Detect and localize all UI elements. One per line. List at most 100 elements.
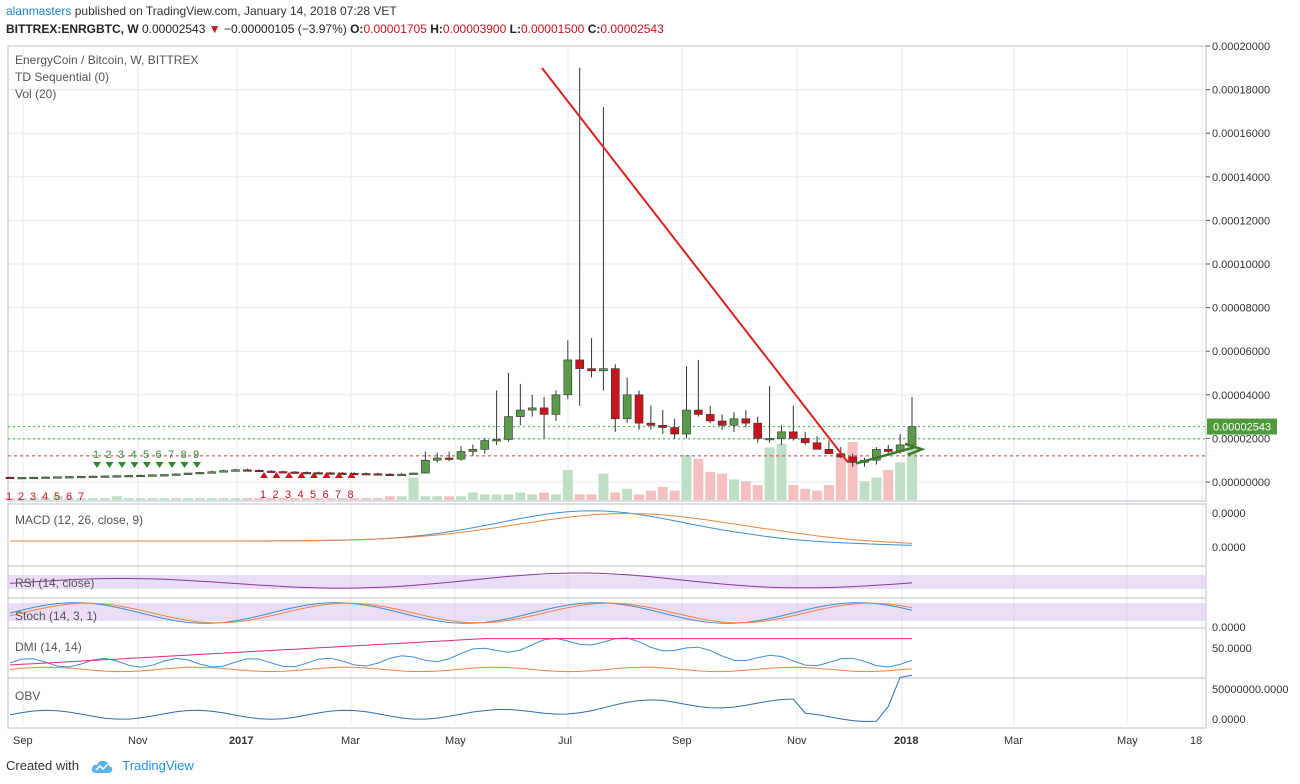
candle	[539, 396, 549, 439]
publish-text: published on TradingView.com, January 14…	[74, 4, 397, 18]
td-count: 3	[118, 449, 124, 461]
candle	[622, 377, 632, 424]
pane-frame-0	[7, 45, 1207, 502]
candle-body	[670, 427, 679, 435]
candle	[41, 476, 50, 479]
volume-bar	[325, 498, 336, 500]
volume-bar	[408, 477, 419, 500]
volume-bar	[895, 462, 906, 500]
candle	[575, 67, 584, 406]
candle-body	[409, 472, 418, 475]
price-tick-label-4: 0.00012000	[1212, 215, 1270, 227]
td-up-triangle	[297, 472, 306, 478]
volume-bar	[52, 496, 63, 500]
candle	[480, 438, 490, 454]
candle	[195, 471, 205, 475]
candle-body	[717, 420, 727, 426]
time-tick-label-11: 18	[1190, 735, 1202, 747]
volume-bar	[206, 498, 217, 500]
volume-bar	[5, 498, 15, 500]
candle-body	[682, 409, 691, 435]
volume-bar	[871, 477, 882, 500]
candle	[789, 405, 798, 441]
candle-body	[171, 473, 181, 476]
volume-bar	[823, 485, 834, 500]
candle	[563, 340, 573, 400]
candle	[551, 390, 561, 421]
candle-body	[872, 448, 881, 461]
low-value: 0.00001500	[520, 22, 585, 36]
candle	[17, 476, 27, 480]
candle	[729, 412, 739, 432]
author-link[interactable]: alanmasters	[6, 4, 72, 18]
cloud-logo-icon	[91, 760, 112, 773]
candle-body	[207, 471, 217, 474]
candle-body	[278, 471, 288, 474]
uptrend-arrow-head	[904, 442, 926, 456]
time-tick-label-0: Sep	[13, 735, 33, 747]
volume-bar	[752, 485, 763, 500]
candle	[800, 431, 810, 445]
td-down-triangle	[155, 462, 164, 468]
candle-body	[361, 473, 371, 476]
volume-bar	[277, 498, 288, 500]
candle	[432, 452, 442, 463]
price-tick-label-9: 0.00002000	[1212, 433, 1270, 445]
macd-signal-line	[10, 512, 913, 544]
tradingview-link[interactable]: TradingView	[122, 758, 194, 773]
volume-bar	[242, 498, 253, 500]
candle-body	[753, 422, 763, 439]
price-tick-label-1: 0.00018000	[1212, 85, 1270, 97]
candle-body	[634, 394, 644, 424]
candle	[302, 471, 312, 475]
candle-body	[112, 475, 122, 478]
volume-bar	[40, 498, 51, 500]
price-candles	[5, 67, 917, 480]
td-count: 3	[285, 489, 291, 501]
candle	[456, 446, 466, 461]
volume-bars	[5, 441, 917, 500]
rsi-band	[8, 575, 1206, 589]
candle	[527, 394, 537, 417]
volume-bar	[456, 496, 466, 500]
reference-lines	[8, 426, 1206, 457]
macd-tick-mid: 0.0000	[1212, 542, 1246, 554]
volume-bar	[432, 496, 443, 500]
open-value: 0.00001705	[363, 22, 427, 36]
stoch-k-line	[9, 602, 913, 624]
stoch-label: Stoch (14, 3, 1)	[15, 609, 97, 623]
dmi-plus-line	[9, 637, 913, 668]
adx-line	[9, 638, 912, 666]
volume-bar	[740, 481, 751, 500]
chart-canvas[interactable]: 1 2 3 4 5 6 7 1 2 3 4 5 6 7 81 2 3 4 5 6 7 8 9 0.000200000.000…	[0, 38, 1300, 754]
candle	[254, 469, 264, 473]
candle	[682, 366, 691, 439]
chart-grid	[8, 45, 1206, 726]
high-label: H:	[430, 22, 443, 36]
volume-bar	[847, 441, 858, 500]
candle-body	[385, 473, 395, 476]
td-down-triangle	[105, 462, 114, 468]
price-tick-label-10: 0.00000000	[1212, 477, 1270, 489]
pane-frame-5	[7, 677, 1207, 729]
candle-body	[76, 476, 86, 479]
obv-tick-bottom: 0.0000	[1212, 714, 1246, 726]
candle	[243, 468, 252, 472]
volume-bar	[788, 485, 799, 500]
volume-bar	[301, 498, 312, 500]
td-up-triangle	[322, 472, 331, 478]
symbol-ohlc-bar: BITTREX:ENRGBTC, W 0.00002543 ▼ −0.00000…	[6, 22, 664, 36]
td-count: 4	[298, 489, 304, 501]
candle-body	[694, 409, 703, 415]
candle	[278, 470, 288, 474]
footer: Created with TradingView	[6, 758, 194, 774]
dmi-label: DMI (14, 14)	[15, 640, 82, 654]
dmi-tick: 50.0000	[1212, 643, 1252, 655]
volume-bar	[610, 492, 621, 500]
time-tick-label-9: Mar	[1004, 735, 1023, 747]
volume-bar	[812, 490, 823, 500]
candle	[290, 471, 300, 474]
candle-body	[444, 457, 454, 460]
td-up-triangle	[260, 472, 268, 478]
candle-body	[100, 475, 110, 478]
